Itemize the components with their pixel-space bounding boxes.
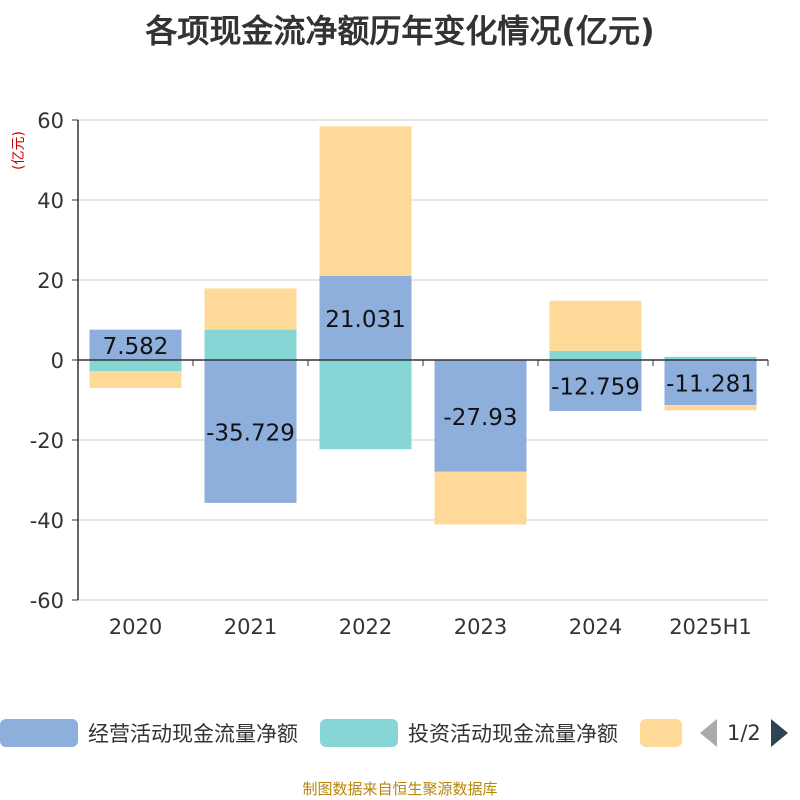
bar-operating-2021 xyxy=(204,360,297,503)
bar-operating-2020 xyxy=(89,329,182,360)
legend-next-icon[interactable] xyxy=(770,719,788,747)
y-tick-label: 40 xyxy=(37,189,64,213)
bar-investing-2022 xyxy=(319,360,412,450)
bar-investing-2021 xyxy=(204,329,297,360)
data-label-operating-2022: 21.031 xyxy=(325,307,405,333)
source-footer: 制图数据来自恒生聚源数据库 xyxy=(302,780,498,798)
bar-financing-2021 xyxy=(204,288,297,330)
bar-operating-2023 xyxy=(434,360,527,472)
legend-swatch-investing xyxy=(320,719,398,747)
legend-swatch-financing xyxy=(640,719,682,747)
y-tick-label: 60 xyxy=(37,109,64,133)
legend-item-operating[interactable]: 经营活动现金流量净额 xyxy=(0,718,298,748)
y-tick-label: -20 xyxy=(30,429,64,453)
legend-prev-icon[interactable] xyxy=(700,719,717,747)
legend-item-investing[interactable]: 投资活动现金流量净额 xyxy=(320,718,618,748)
bar-operating-2025H1 xyxy=(664,360,757,406)
y-tick-label: 20 xyxy=(37,269,64,293)
bar-investing-2020 xyxy=(89,360,182,372)
bar-operating-2024 xyxy=(549,360,642,412)
legend: 经营活动现金流量净额 投资活动现金流量净额 1/2 xyxy=(0,712,800,756)
x-tick-label: 2024 xyxy=(569,615,622,639)
x-tick-label: 2021 xyxy=(224,615,277,639)
y-tick-label: -60 xyxy=(30,589,64,613)
data-label-operating-2024: -12.759 xyxy=(551,375,640,401)
data-label-operating-2025H1: -11.281 xyxy=(666,372,755,398)
bar-financing-2024 xyxy=(549,300,642,351)
x-tick-label: 2023 xyxy=(454,615,507,639)
legend-item-financing[interactable] xyxy=(640,718,692,748)
bar-investing-2024 xyxy=(549,350,642,360)
bar-financing-2023 xyxy=(434,471,527,525)
data-label-operating-2023: -27.93 xyxy=(443,405,517,431)
x-tick-label: 2025H1 xyxy=(669,615,752,639)
x-tick-label: 2020 xyxy=(109,615,162,639)
legend-label-investing: 投资活动现金流量净额 xyxy=(408,722,618,746)
legend-page-indicator: 1/2 xyxy=(727,721,761,745)
y-tick-label: 0 xyxy=(51,349,64,373)
bar-financing-2025H1 xyxy=(664,405,757,411)
data-label-operating-2021: -35.729 xyxy=(206,420,295,446)
y-tick-label: -40 xyxy=(30,509,64,533)
legend-label-operating: 经营活动现金流量净额 xyxy=(88,722,298,746)
chart-title: 各项现金流净额历年变化情况(亿元) xyxy=(145,12,655,50)
chart-plot: -60 -40 -20 0 20 40 60 2020 2021 2022 2023 2024 2025… xyxy=(30,109,769,639)
bar-investing-2025H1 xyxy=(664,356,757,360)
x-tick-label: 2022 xyxy=(339,615,392,639)
bar-operating-2022 xyxy=(319,275,412,360)
bar-financing-2022 xyxy=(319,126,412,276)
bar-financing-2020 xyxy=(89,371,182,388)
legend-swatch-operating xyxy=(0,719,78,747)
legend-pager: 1/2 xyxy=(700,718,788,748)
data-label-operating-2020: 7.582 xyxy=(103,334,169,360)
